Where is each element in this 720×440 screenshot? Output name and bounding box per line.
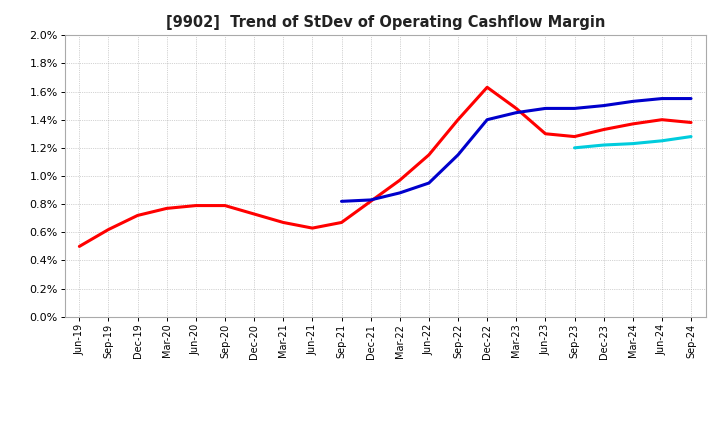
- 3 Years: [133, 213, 142, 218]
- 3 Years: [425, 152, 433, 158]
- 5 Years: [483, 117, 492, 122]
- 3 Years: [687, 120, 696, 125]
- 5 Years: [366, 197, 375, 202]
- Title: [9902]  Trend of StDev of Operating Cashflow Margin: [9902] Trend of StDev of Operating Cashf…: [166, 15, 605, 30]
- 5 Years: [629, 99, 637, 104]
- 5 Years: [512, 110, 521, 115]
- 3 Years: [308, 225, 317, 231]
- 5 Years: [541, 106, 550, 111]
- 7 Years: [687, 134, 696, 139]
- 3 Years: [629, 121, 637, 127]
- Line: 7 Years: 7 Years: [575, 136, 691, 148]
- 7 Years: [629, 141, 637, 146]
- 3 Years: [279, 220, 287, 225]
- 5 Years: [425, 180, 433, 186]
- Line: 5 Years: 5 Years: [341, 99, 691, 202]
- 3 Years: [483, 84, 492, 90]
- 5 Years: [395, 190, 404, 195]
- 5 Years: [337, 199, 346, 204]
- 7 Years: [657, 138, 666, 143]
- 3 Years: [395, 178, 404, 183]
- 5 Years: [657, 96, 666, 101]
- 3 Years: [512, 106, 521, 111]
- 5 Years: [599, 103, 608, 108]
- 3 Years: [454, 117, 462, 122]
- 5 Years: [570, 106, 579, 111]
- 3 Years: [220, 203, 229, 208]
- 3 Years: [657, 117, 666, 122]
- 5 Years: [454, 152, 462, 158]
- 5 Years: [687, 96, 696, 101]
- 3 Years: [75, 244, 84, 249]
- 7 Years: [599, 143, 608, 148]
- 3 Years: [541, 131, 550, 136]
- 3 Years: [337, 220, 346, 225]
- 3 Years: [366, 199, 375, 204]
- 7 Years: [570, 145, 579, 150]
- 3 Years: [250, 211, 258, 216]
- 3 Years: [104, 227, 113, 232]
- 3 Years: [570, 134, 579, 139]
- Line: 3 Years: 3 Years: [79, 87, 691, 246]
- 3 Years: [163, 206, 171, 211]
- 3 Years: [192, 203, 200, 208]
- 3 Years: [599, 127, 608, 132]
